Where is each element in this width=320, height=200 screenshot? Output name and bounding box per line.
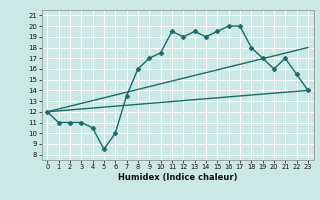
X-axis label: Humidex (Indice chaleur): Humidex (Indice chaleur) <box>118 173 237 182</box>
